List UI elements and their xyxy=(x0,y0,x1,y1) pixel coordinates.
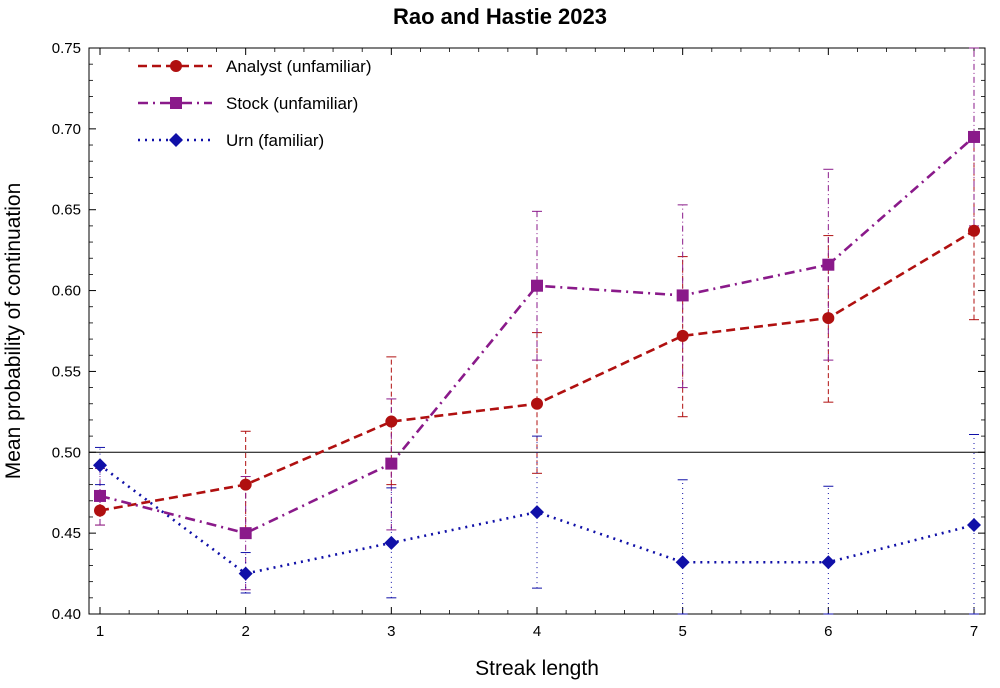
y-tick-label: 0.75 xyxy=(52,40,81,57)
data-point xyxy=(531,397,543,410)
x-tick-label: 7 xyxy=(970,623,978,640)
data-point xyxy=(385,415,398,428)
x-tick-label: 1 xyxy=(96,623,104,640)
plot-area: 0.40 0.45 0.50 0.55 0.60 0.65 0.70 0.75 1 2 3 4 5 6 7 xyxy=(52,40,986,640)
data-point xyxy=(239,527,252,540)
y-tick-label: 0.55 xyxy=(52,363,81,380)
x-tick-label: 5 xyxy=(678,623,686,640)
data-point xyxy=(968,224,980,237)
data-point xyxy=(530,505,544,520)
data-point xyxy=(967,518,981,533)
data-point xyxy=(384,535,399,550)
legend-label: Urn (familiar) xyxy=(226,131,324,150)
y-axis: 0.40 0.45 0.50 0.55 0.60 0.65 0.70 0.75 xyxy=(52,40,985,623)
data-point xyxy=(94,504,106,517)
legend-label: Stock (unfamiliar) xyxy=(226,94,358,113)
legend-item: Analyst (unfamiliar) xyxy=(138,57,372,76)
data-point xyxy=(676,329,689,342)
chart-title: Rao and Hastie 2023 xyxy=(393,4,607,29)
data-point xyxy=(531,279,543,292)
legend-marker xyxy=(169,133,183,147)
data-point xyxy=(94,489,106,502)
legend-label: Analyst (unfamiliar) xyxy=(226,57,372,76)
y-tick-label: 0.65 xyxy=(52,202,81,219)
data-point xyxy=(675,555,690,570)
x-tick-label: 2 xyxy=(241,623,249,640)
y-tick-label: 0.50 xyxy=(52,444,81,461)
data-markers xyxy=(93,130,981,581)
data-point xyxy=(238,566,253,581)
data-point xyxy=(822,258,835,271)
y-tick-label: 0.40 xyxy=(52,606,81,623)
data-point xyxy=(821,555,836,570)
legend-item: Stock (unfamiliar) xyxy=(138,94,358,113)
data-point xyxy=(676,289,689,302)
x-axis-label: Streak length xyxy=(475,657,599,680)
legend-marker xyxy=(170,60,182,72)
legend-item: Urn (familiar) xyxy=(138,131,324,150)
data-point xyxy=(93,458,107,473)
legend: Analyst (unfamiliar) Stock (unfamiliar) Ur… xyxy=(138,57,372,150)
data-point xyxy=(239,478,252,491)
data-point xyxy=(822,312,835,325)
y-tick-label: 0.45 xyxy=(52,525,81,542)
y-tick-label: 0.70 xyxy=(52,121,81,138)
x-tick-label: 4 xyxy=(533,623,541,640)
y-tick-label: 0.60 xyxy=(52,283,81,300)
data-point xyxy=(968,130,980,143)
x-tick-label: 3 xyxy=(387,623,395,640)
legend-marker xyxy=(170,97,182,109)
y-axis-label: Mean probability of continuation xyxy=(2,183,25,480)
data-point xyxy=(385,457,398,470)
x-tick-label: 6 xyxy=(824,623,832,640)
